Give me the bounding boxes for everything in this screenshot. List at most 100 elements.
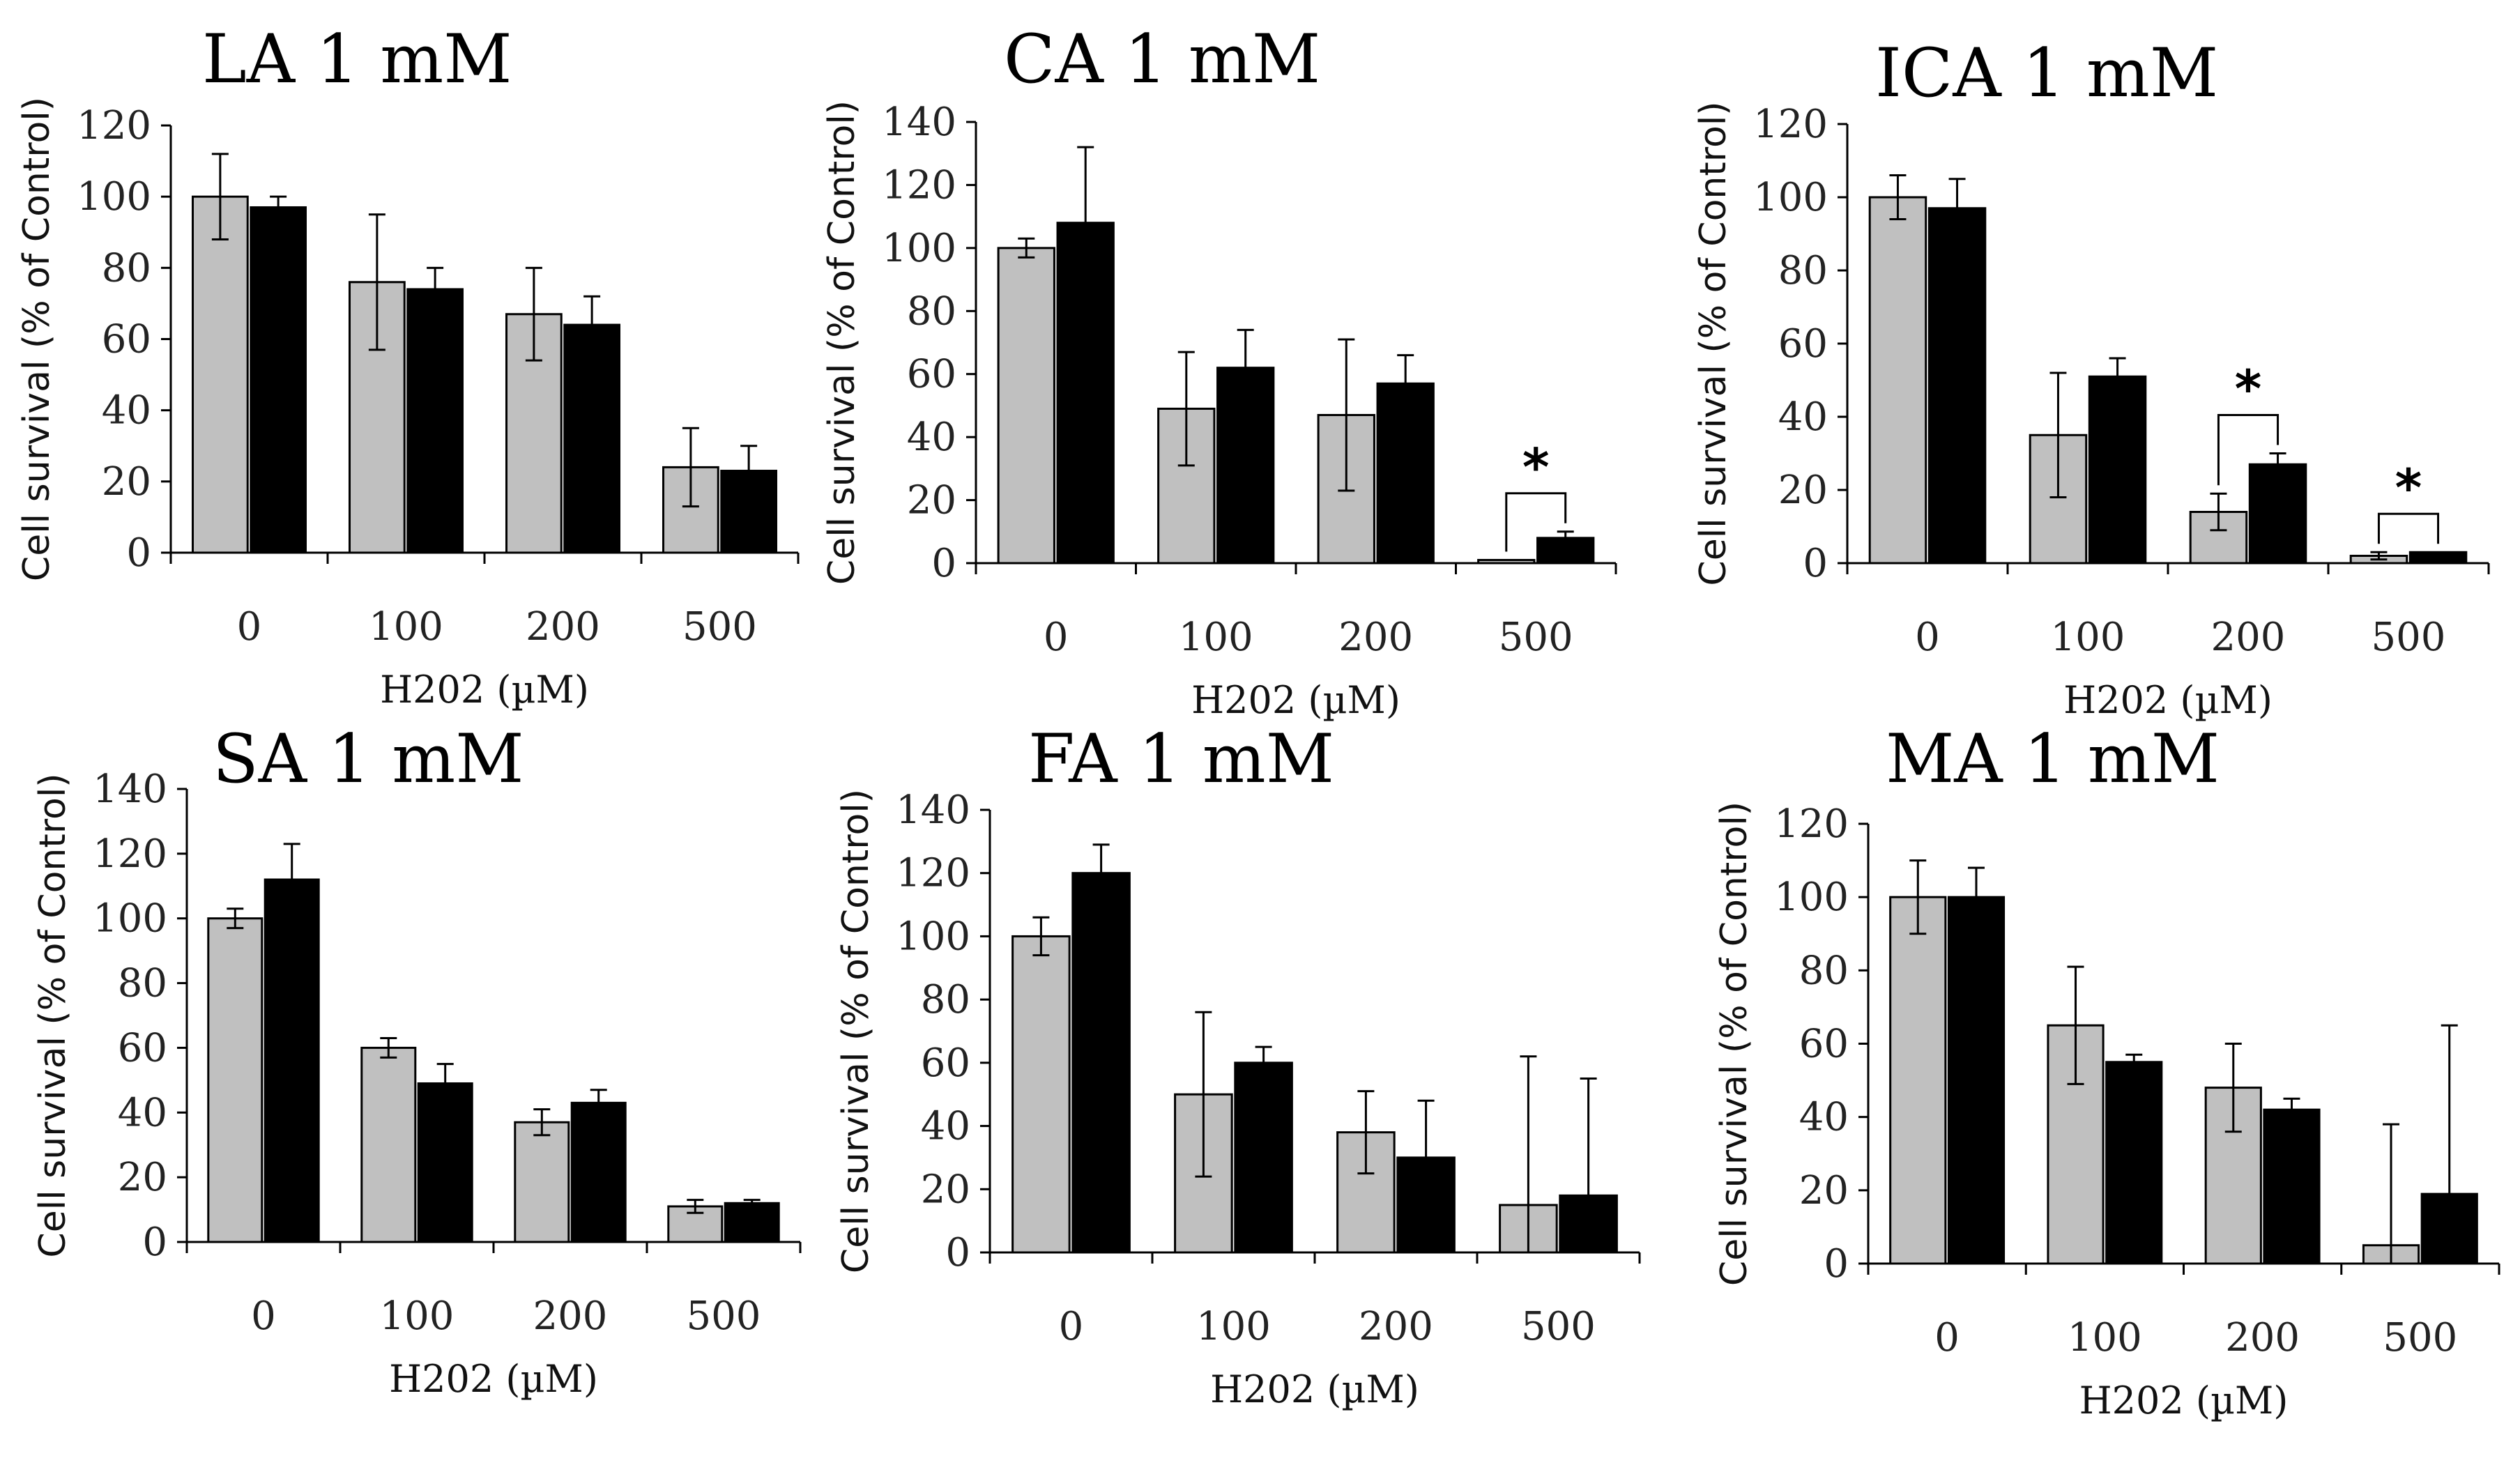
- x-tick-label: 100: [1179, 615, 1253, 660]
- chart-title: CA 1 mM: [1004, 20, 1320, 98]
- bar-gray-0: [1868, 196, 1927, 565]
- y-tick-label: 100: [896, 914, 970, 959]
- significance-star: *: [1522, 438, 1550, 498]
- y-tick-label: 120: [896, 851, 970, 896]
- y-tick-label: 140: [896, 788, 970, 833]
- y-tick-label: 40: [102, 388, 151, 434]
- x-tick-label: 0: [1915, 615, 1940, 660]
- bar-black-100: [1234, 1061, 1293, 1254]
- y-tick-label: 120: [1774, 801, 1849, 847]
- chart-panel-0: LA 1 mM 0 20 40 60 80 100 120 0 100 200 500 Cell sur…: [16, 20, 800, 712]
- y-tick-label: 20: [1799, 1168, 1849, 1213]
- x-tick-label: 500: [2383, 1315, 2457, 1360]
- x-tick-label: 0: [237, 604, 262, 650]
- bar-gray-0: [997, 247, 1055, 565]
- bar-gray-0: [1011, 935, 1071, 1254]
- bar-black-0: [1927, 207, 1987, 565]
- bar-black-500: [1536, 537, 1595, 565]
- y-tick-label: 100: [1753, 175, 1828, 220]
- bar-gray-0: [1889, 896, 1947, 1265]
- y-tick-label: 20: [102, 459, 151, 505]
- y-tick-label: 20: [921, 1167, 970, 1212]
- bar-black-200: [570, 1101, 627, 1243]
- significance-bracket: [1505, 492, 1567, 552]
- y-tick-label: 60: [921, 1041, 970, 1086]
- bar-black-200: [2248, 463, 2307, 565]
- bar-black-200: [2263, 1108, 2321, 1265]
- chart-panel-3: SA 1 mM 0 20 40 60 80 100 120 140 0 100 200 500 Cell …: [32, 720, 802, 1401]
- x-tick-label: 500: [1499, 615, 1573, 660]
- chart-panel-5: MA 1 mM 0 20 40 60 80 100 120 0 100 200 500 Cell sur…: [1713, 720, 2500, 1422]
- chart-panel-1: CA 1 mM 0 20 40 60 80 100 120 140 0 100 200 500 Cell …: [821, 20, 1617, 722]
- y-tick-label: 80: [102, 245, 151, 291]
- x-tick-label: 0: [1059, 1304, 1084, 1349]
- y-tick-label: 60: [1799, 1022, 1849, 1067]
- chart-title: SA 1 mM: [213, 720, 524, 798]
- x-tick-label: 0: [251, 1294, 276, 1339]
- x-tick-label: 200: [526, 604, 600, 650]
- y-axis-label: Cell survival (% of Control): [821, 100, 863, 585]
- y-tick-label: 80: [118, 961, 167, 1006]
- x-axis-label: H202 (µM): [2079, 1379, 2289, 1422]
- y-tick-label: 100: [77, 174, 151, 220]
- bar-black-200: [563, 323, 620, 554]
- y-axis-label: Cell survival (% of Control): [32, 773, 74, 1257]
- x-tick-label: 500: [682, 604, 757, 650]
- significance-star: *: [2235, 360, 2262, 420]
- bar-black-500: [2408, 551, 2468, 565]
- y-axis-label: Cell survival (% of Control): [835, 789, 877, 1273]
- x-tick-label: 200: [1359, 1304, 1433, 1349]
- chart-title: FA 1 mM: [1028, 720, 1334, 798]
- bar-black-0: [264, 878, 320, 1243]
- y-axis-label: Cell survival (% of Control): [1693, 101, 1734, 585]
- bar-black-0: [250, 206, 307, 554]
- bar-gray-0: [192, 195, 249, 554]
- x-tick-label: 500: [687, 1294, 761, 1339]
- y-tick-label: 80: [921, 977, 970, 1022]
- y-tick-label: 80: [1778, 248, 1828, 293]
- x-axis-label: H202 (µM): [389, 1357, 598, 1401]
- x-tick-label: 100: [2068, 1315, 2142, 1360]
- x-tick-label: 100: [380, 1294, 455, 1339]
- x-axis-label: H202 (µM): [2063, 678, 2273, 722]
- y-tick-label: 140: [93, 767, 167, 812]
- y-tick-label: 0: [1803, 541, 1828, 586]
- chart-title: ICA 1 mM: [1875, 34, 2218, 112]
- x-tick-label: 200: [533, 1294, 608, 1339]
- x-tick-label: 500: [2372, 615, 2446, 660]
- x-tick-label: 0: [1934, 1315, 1960, 1360]
- y-tick-label: 20: [118, 1155, 167, 1200]
- x-axis-label: H202 (µM): [1191, 678, 1400, 722]
- bar-gray-0: [207, 917, 264, 1243]
- y-axis-label: Cell survival (% of Control): [1713, 801, 1755, 1286]
- bar-black-500: [724, 1202, 780, 1243]
- y-tick-label: 60: [907, 352, 956, 397]
- bar-black-0: [1947, 896, 2006, 1265]
- y-tick-label: 20: [907, 478, 956, 523]
- bar-black-100: [2088, 375, 2147, 565]
- y-tick-label: 120: [77, 103, 151, 148]
- bar-black-200: [1376, 382, 1435, 565]
- x-tick-label: 0: [1044, 615, 1069, 660]
- significance-bracket: [2217, 414, 2280, 486]
- chart-title: LA 1 mM: [202, 20, 512, 98]
- y-tick-label: 140: [882, 100, 956, 145]
- y-tick-label: 40: [921, 1104, 970, 1149]
- chart-panel-2: ICA 1 mM 0 20 40 60 80 100 120 0 100 200 500 Cell su…: [1693, 34, 2490, 722]
- y-tick-label: 80: [907, 289, 956, 334]
- y-tick-label: 120: [1753, 102, 1828, 147]
- x-tick-label: 200: [1338, 615, 1413, 660]
- x-tick-label: 100: [2051, 615, 2125, 660]
- chart-panel-4: FA 1 mM 0 20 40 60 80 100 120 140 0 100 200 500 Cell …: [835, 720, 1641, 1411]
- y-tick-label: 120: [882, 162, 956, 208]
- bar-gray-100: [360, 1046, 417, 1243]
- x-tick-label: 100: [1196, 1304, 1271, 1349]
- y-tick-label: 40: [907, 415, 956, 460]
- y-axis-label: Cell survival (% of Control): [16, 97, 58, 581]
- bar-black-100: [406, 288, 464, 554]
- x-tick-label: 200: [2211, 615, 2286, 660]
- y-tick-label: 0: [142, 1220, 167, 1265]
- bar-black-100: [417, 1082, 473, 1243]
- y-tick-label: 0: [945, 1230, 970, 1275]
